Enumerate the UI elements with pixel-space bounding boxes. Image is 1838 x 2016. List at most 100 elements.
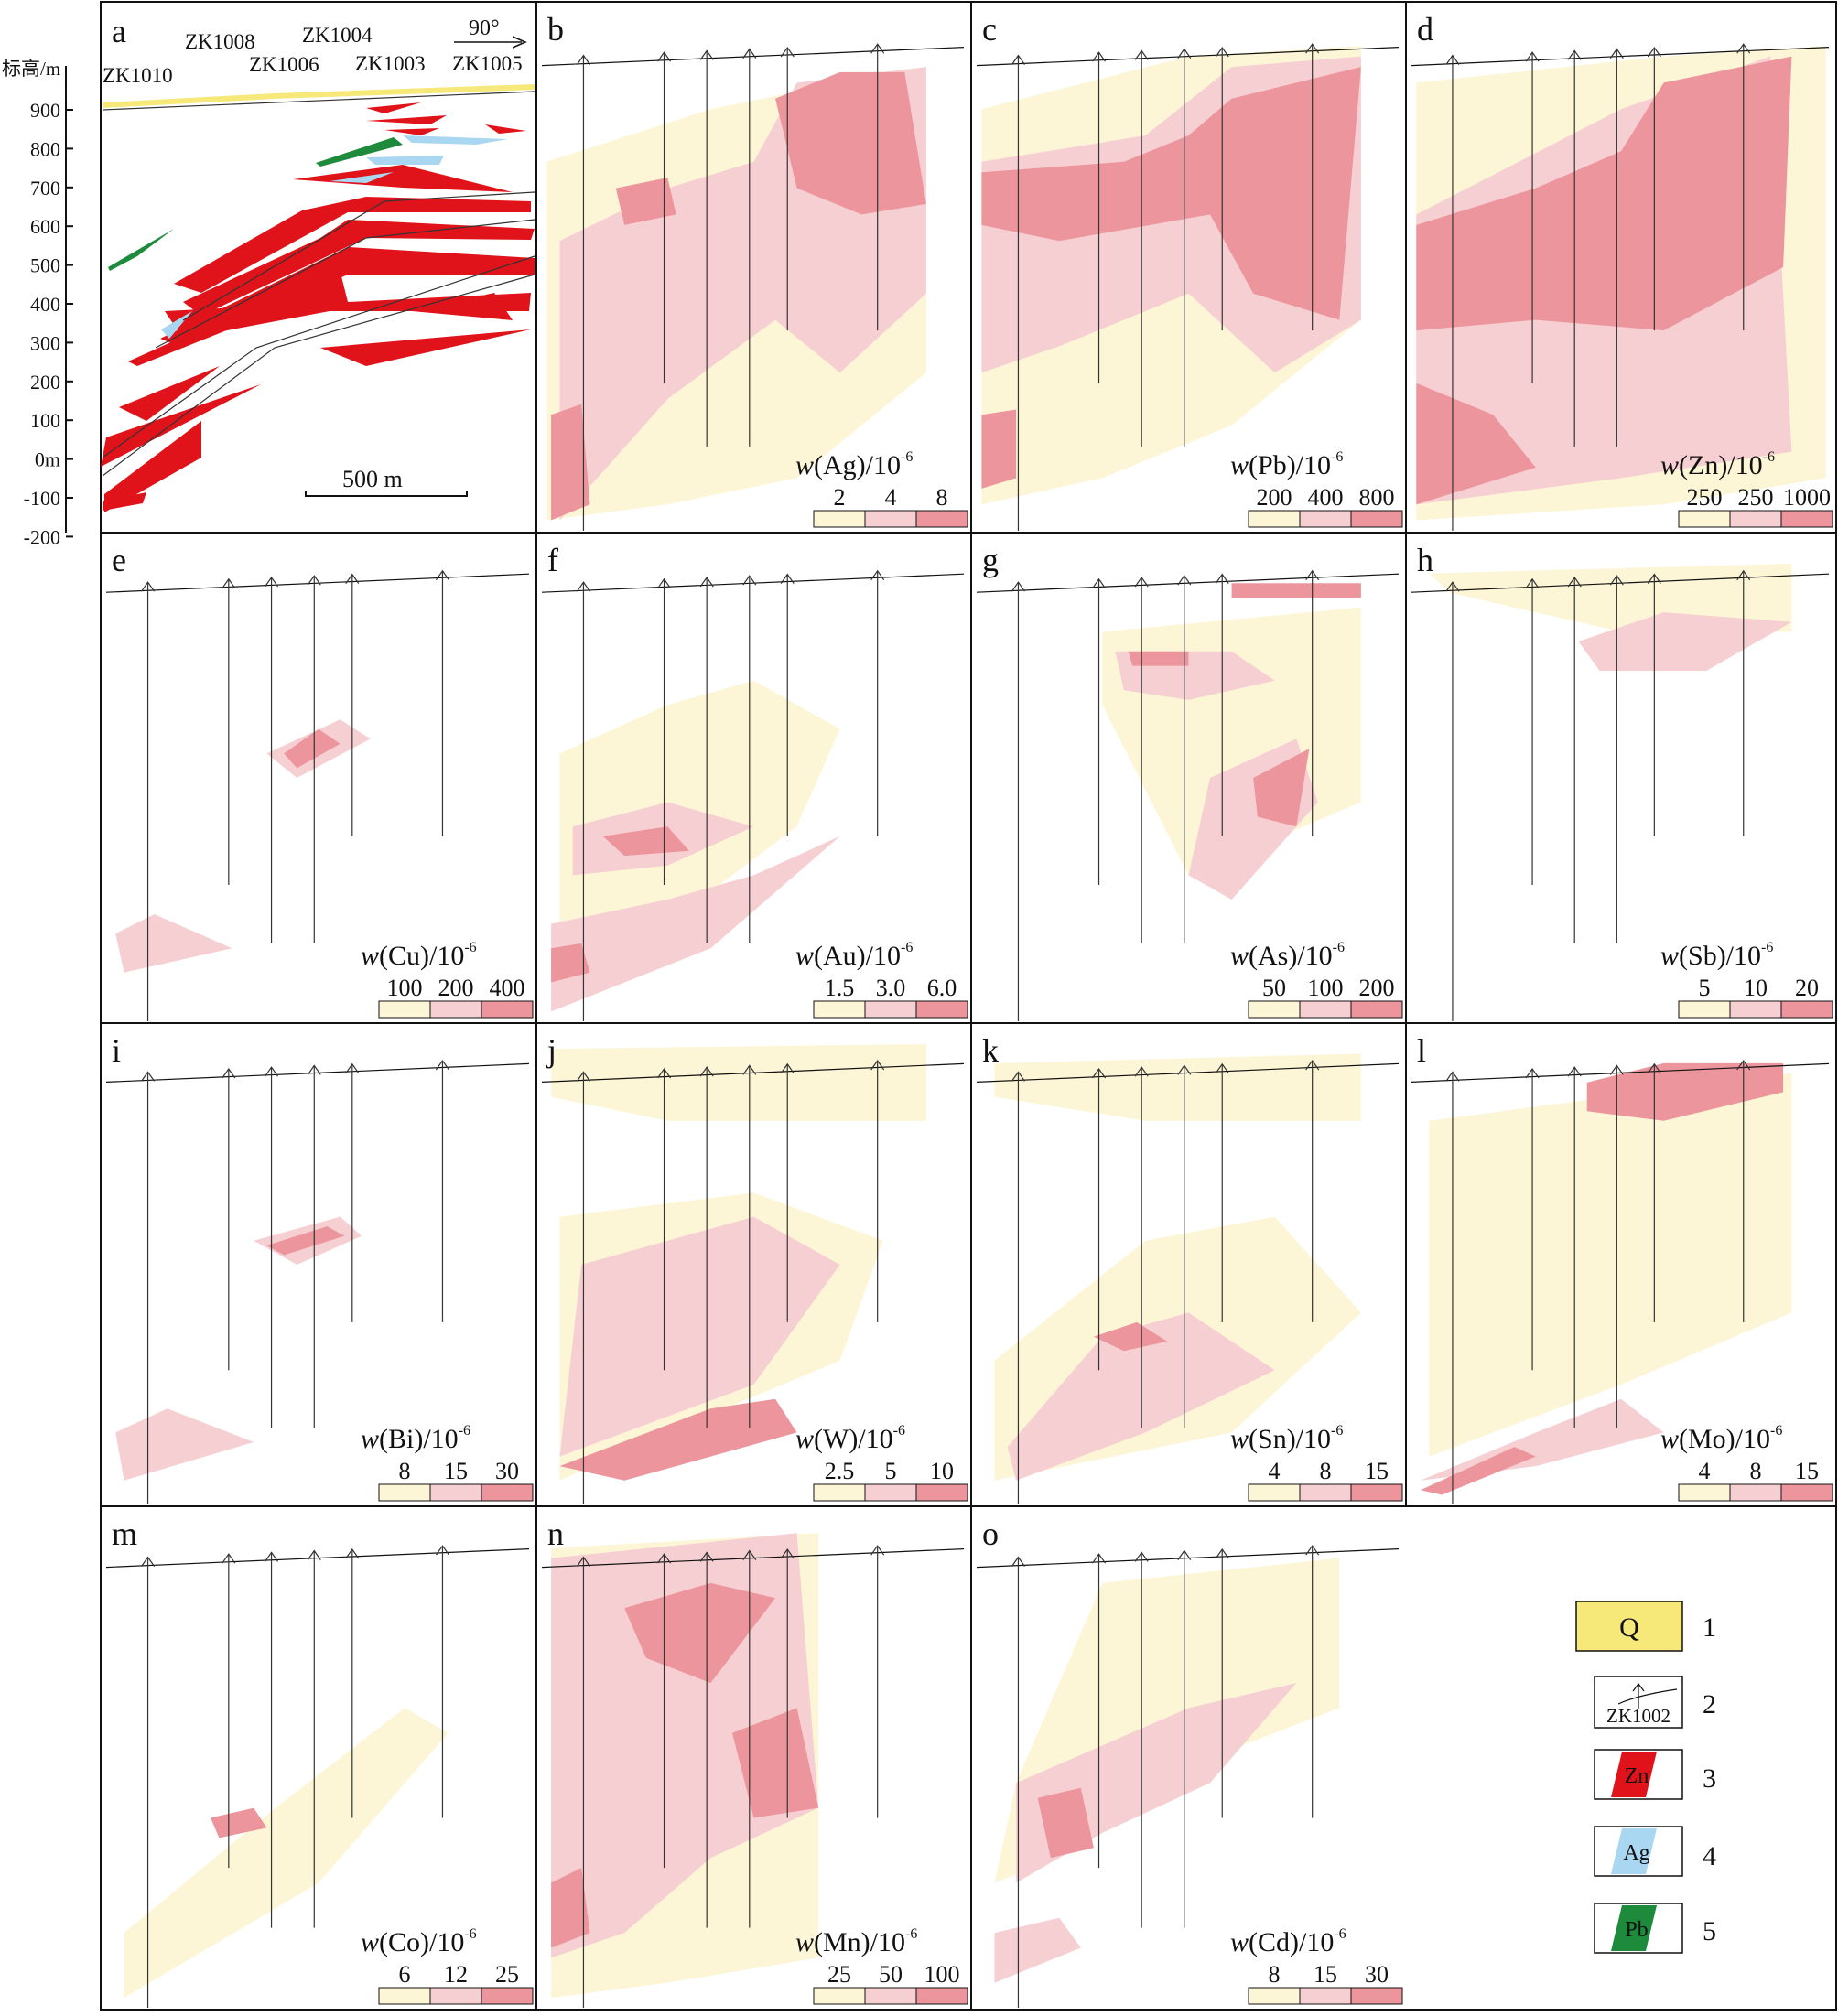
borehole-symbol-icon	[1617, 1683, 1678, 1709]
borehole-arrow-icon	[742, 1064, 757, 1075]
borehole-arrow-icon	[1215, 1547, 1229, 1559]
legend-num-3: 3	[1703, 1763, 1716, 1794]
anomaly-high	[981, 67, 1361, 320]
panel-grid	[100, 1, 1837, 2011]
threshold-label: 100	[387, 975, 423, 1001]
legend-swatch-low	[1678, 510, 1731, 528]
legend-num-2: 2	[1703, 1689, 1716, 1720]
borehole-arrow-icon	[265, 1066, 279, 1077]
borehole-arrow-icon	[742, 575, 757, 586]
borehole-arrow-icon	[1177, 1549, 1192, 1560]
y-tick-label: 700	[30, 177, 60, 199]
panel-label-j: j	[546, 1032, 557, 1069]
concentration-unit-label: w(Zn)/10-6	[1660, 449, 1775, 480]
borehole-arrow-icon	[1647, 573, 1661, 584]
borehole-arrow-icon	[657, 577, 672, 589]
threshold-label: 25	[495, 1961, 519, 1988]
anomaly-low	[1429, 1073, 1792, 1457]
panel-label-k: k	[982, 1032, 999, 1069]
threshold-label: 8	[1750, 1458, 1762, 1484]
topographic-surface	[1411, 573, 1830, 593]
legend-label-pb: Pb	[1625, 1918, 1648, 1942]
borehole-arrow-icon	[1736, 1059, 1751, 1071]
threshold-label: 2	[834, 484, 846, 511]
legend-item-zn: Zn 3	[1594, 1749, 1716, 1800]
borehole-arrow-icon	[222, 577, 236, 589]
legend-item-quaternary: Q 1	[1575, 1601, 1716, 1652]
legend: Q 1 ZK1002 2 Zn 3 Ag 4 Pb 5	[1575, 1601, 1716, 1954]
anomaly-high	[284, 728, 341, 769]
borehole-arrow-icon	[345, 573, 360, 584]
panel-label-h: h	[1417, 542, 1433, 578]
borehole-arrow-icon	[1215, 1062, 1229, 1074]
panel-f: f w(Au)/10-6 1.5 3.0 6.0	[541, 542, 968, 1021]
borehole-arrow-icon	[265, 576, 279, 588]
anomaly-high	[1586, 1062, 1784, 1121]
scale-bar-label: 500 m	[342, 466, 403, 492]
legend-swatch-mid	[864, 510, 917, 528]
panel-g: g w(As)/10-6 50 100 200	[976, 542, 1403, 1021]
panel-label-n: n	[547, 1515, 564, 1552]
borehole-arrow-icon	[1011, 581, 1025, 592]
legend-swatch-low	[813, 510, 866, 528]
concentration-unit-label: w(Cd)/10-6	[1230, 1926, 1346, 1957]
legend-swatch-high	[1350, 1987, 1403, 2005]
y-tick-label: 0m	[35, 448, 60, 471]
borehole-arrow-icon	[699, 1066, 714, 1077]
threshold-label: 15	[1365, 1458, 1389, 1484]
panel-label-g: g	[982, 542, 999, 578]
borehole-arrow-icon	[699, 1551, 714, 1562]
elevation-axis: 标高/m 900 800 700 600 500 400 300 200 100 0m -100 -2…	[2, 58, 73, 548]
panel-label-c: c	[982, 11, 997, 48]
borehole-arrow-icon	[1305, 569, 1320, 581]
legend-swatch-high	[915, 510, 968, 528]
legend-swatch-mid	[864, 1000, 917, 1019]
anomaly-high	[551, 943, 590, 983]
borehole-arrow-icon	[222, 1553, 236, 1564]
anomaly-mid	[1578, 612, 1792, 671]
borehole-arrow-icon	[307, 1549, 321, 1560]
anomaly-high	[211, 1807, 267, 1838]
legend-swatch-low	[378, 1000, 431, 1019]
legend-swatch-high	[1350, 1483, 1403, 1502]
borehole-ZK1004: ZK1004	[302, 24, 373, 47]
borehole-arrow-icon	[1011, 1071, 1025, 1082]
strata-lines	[102, 91, 535, 477]
threshold-label: 50	[879, 1961, 903, 1988]
legend-swatch-high	[481, 1483, 534, 1502]
legend-label-zk1002: ZK1002	[1606, 1705, 1670, 1727]
legend-swatch-mid	[1299, 510, 1352, 528]
threshold-label: 3.0	[876, 975, 906, 1001]
borehole-arrow-icon	[1305, 43, 1320, 54]
legend-swatch-mid	[429, 1483, 482, 1502]
borehole-arrow-icon	[1134, 1066, 1149, 1077]
y-tick-label: -100	[24, 487, 60, 510]
legend-num-5: 5	[1703, 1916, 1716, 1946]
legend-swatch-low	[378, 1987, 431, 2005]
threshold-label: 2.5	[825, 1458, 855, 1484]
y-tick-label: 900	[30, 99, 60, 122]
legend-swatch-high	[1350, 510, 1403, 528]
borehole-arrow-icon	[1177, 48, 1192, 59]
panel-o: o w(Cd)/10-6 8 15 30	[976, 1515, 1403, 2008]
borehole-arrow-icon	[742, 48, 757, 59]
legend-swatch-low	[1248, 1987, 1301, 2005]
anomaly-high	[732, 1708, 819, 1818]
borehole-ZK1005: ZK1005	[452, 52, 523, 75]
borehole-arrow-icon	[576, 1071, 590, 1082]
legend-swatch-high	[915, 1483, 968, 1502]
panel-label-d: d	[1417, 11, 1433, 48]
legend-swatch-mid	[429, 1000, 482, 1019]
borehole-arrow-icon	[1215, 46, 1229, 58]
borehole-arrow-icon	[435, 1545, 449, 1556]
borehole-arrow-icon	[1567, 576, 1582, 588]
borehole-arrow-icon	[1134, 576, 1149, 588]
borehole-arrow-icon	[345, 1062, 360, 1074]
anomaly-mid	[551, 1533, 819, 1958]
borehole-arrow-icon	[1011, 1556, 1025, 1567]
legend-item-borehole: ZK1002 2	[1594, 1676, 1716, 1729]
anomaly-mid	[994, 1917, 1081, 1983]
borehole-arrow-icon	[345, 1547, 360, 1559]
legend-num-4: 4	[1703, 1841, 1716, 1871]
y-tick-label: 300	[30, 331, 60, 354]
